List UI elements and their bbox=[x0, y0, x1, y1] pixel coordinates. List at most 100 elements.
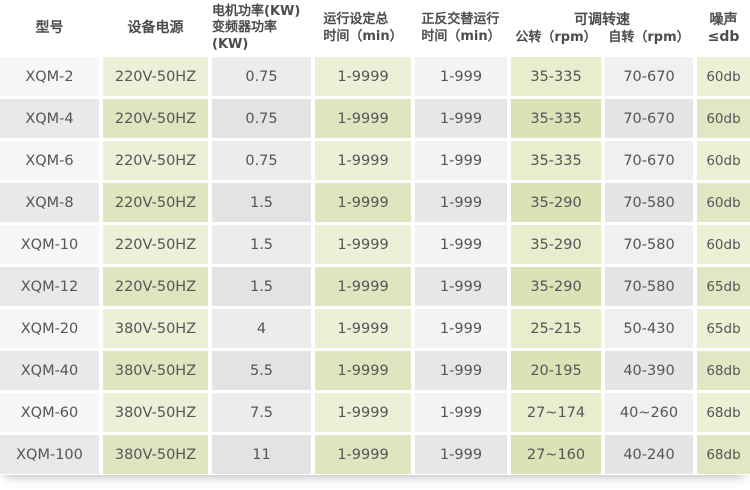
cell-rotation: 70-670 bbox=[605, 141, 693, 180]
cell-revolution: 35-290 bbox=[511, 267, 601, 306]
spec-table: 型号 设备电源 电机功率(KW) 变频器功率(KW) 运行设定总 时间（min）… bbox=[0, 0, 750, 475]
run-time-line1: 运行设定总 bbox=[323, 12, 389, 27]
cell-rotation: 40-240 bbox=[605, 435, 693, 474]
column-header-rotation: 自转（rpm） bbox=[608, 29, 690, 45]
cell-run-time: 1-9999 bbox=[315, 435, 411, 474]
cell-revolution: 35-290 bbox=[511, 225, 601, 264]
cell-motor-power: 1.5 bbox=[212, 267, 311, 306]
cell-noise: 68db bbox=[697, 435, 750, 474]
cell-rotation: 70-580 bbox=[605, 225, 693, 264]
motor-power-line2: 变频器功率(KW) bbox=[212, 20, 278, 52]
cell-revolution: 27~160 bbox=[511, 435, 601, 474]
cell-rotation: 40~260 bbox=[605, 393, 693, 432]
cell-noise: 60db bbox=[697, 141, 750, 180]
cell-noise: 60db bbox=[697, 225, 750, 264]
cell-model: XQM-4 bbox=[0, 99, 99, 138]
cell-power-supply: 380V-50HZ bbox=[103, 393, 208, 432]
table-body: XQM-2 220V-50HZ 0.75 1-9999 1-999 35-335… bbox=[0, 57, 750, 475]
table-row: XQM-100 380V-50HZ 11 1-9999 1-999 27~160… bbox=[0, 435, 750, 474]
column-header-run-time: 运行设定总 时间（min） bbox=[315, 0, 411, 57]
cell-power-supply: 380V-50HZ bbox=[103, 351, 208, 390]
column-header-power-supply: 设备电源 bbox=[103, 0, 208, 57]
cell-run-time: 1-9999 bbox=[315, 309, 411, 348]
cell-model: XQM-40 bbox=[0, 351, 99, 390]
cell-run-time: 1-9999 bbox=[315, 183, 411, 222]
cell-model: XQM-60 bbox=[0, 393, 99, 432]
table-header: 型号 设备电源 电机功率(KW) 变频器功率(KW) 运行设定总 时间（min）… bbox=[0, 0, 750, 57]
cell-power-supply: 220V-50HZ bbox=[103, 183, 208, 222]
table-row: XQM-40 380V-50HZ 5.5 1-9999 1-999 20-195… bbox=[0, 351, 750, 390]
column-header-motor-power: 电机功率(KW) 变频器功率(KW) bbox=[212, 0, 311, 57]
cell-alt-time: 1-999 bbox=[415, 351, 507, 390]
run-time-line2: 时间（min） bbox=[323, 28, 403, 44]
cell-noise: 60db bbox=[697, 183, 750, 222]
cell-model: XQM-20 bbox=[0, 309, 99, 348]
table-row: XQM-60 380V-50HZ 7.5 1-9999 1-999 27~174… bbox=[0, 393, 750, 432]
column-header-model: 型号 bbox=[0, 0, 99, 57]
cell-model: XQM-6 bbox=[0, 141, 99, 180]
alt-time-line1: 正反交替运行 bbox=[421, 12, 500, 27]
cell-rotation: 50-430 bbox=[605, 309, 693, 348]
cell-model: XQM-8 bbox=[0, 183, 99, 222]
cell-noise: 68db bbox=[697, 393, 750, 432]
cell-revolution: 35-335 bbox=[511, 99, 601, 138]
cell-alt-time: 1-999 bbox=[415, 99, 507, 138]
cell-motor-power: 0.75 bbox=[212, 57, 311, 96]
cell-alt-time: 1-999 bbox=[415, 267, 507, 306]
cell-power-supply: 380V-50HZ bbox=[103, 309, 208, 348]
cell-motor-power: 1.5 bbox=[212, 183, 311, 222]
cell-motor-power: 4 bbox=[212, 309, 311, 348]
cell-model: XQM-12 bbox=[0, 267, 99, 306]
cell-noise: 60db bbox=[697, 57, 750, 96]
cell-noise: 60db bbox=[697, 99, 750, 138]
cell-alt-time: 1-999 bbox=[415, 141, 507, 180]
cell-run-time: 1-9999 bbox=[315, 57, 411, 96]
table-row: XQM-10 220V-50HZ 1.5 1-9999 1-999 35-290… bbox=[0, 225, 750, 264]
table-row: XQM-8 220V-50HZ 1.5 1-9999 1-999 35-290 … bbox=[0, 183, 750, 222]
cell-revolution: 27~174 bbox=[511, 393, 601, 432]
cell-alt-time: 1-999 bbox=[415, 225, 507, 264]
cell-rotation: 70-580 bbox=[605, 183, 693, 222]
cell-revolution: 35-335 bbox=[511, 57, 601, 96]
motor-power-line1: 电机功率(KW) bbox=[212, 3, 301, 19]
cell-motor-power: 0.75 bbox=[212, 99, 311, 138]
speed-group-title: 可调转速 bbox=[574, 11, 630, 28]
cell-alt-time: 1-999 bbox=[415, 435, 507, 474]
column-header-model-label: 型号 bbox=[35, 20, 64, 36]
cell-rotation: 70-580 bbox=[605, 267, 693, 306]
cell-alt-time: 1-999 bbox=[415, 393, 507, 432]
cell-revolution: 35-290 bbox=[511, 183, 601, 222]
cell-motor-power: 5.5 bbox=[212, 351, 311, 390]
cell-motor-power: 7.5 bbox=[212, 393, 311, 432]
table-row: XQM-6 220V-50HZ 0.75 1-9999 1-999 35-335… bbox=[0, 141, 750, 180]
cell-run-time: 1-9999 bbox=[315, 99, 411, 138]
column-header-noise-label: 噪声≤db bbox=[707, 11, 740, 45]
table-row: XQM-4 220V-50HZ 0.75 1-9999 1-999 35-335… bbox=[0, 99, 750, 138]
cell-motor-power: 11 bbox=[212, 435, 311, 474]
cell-power-supply: 220V-50HZ bbox=[103, 225, 208, 264]
cell-noise: 65db bbox=[697, 309, 750, 348]
cell-noise: 68db bbox=[697, 351, 750, 390]
cell-alt-time: 1-999 bbox=[415, 309, 507, 348]
cell-alt-time: 1-999 bbox=[415, 183, 507, 222]
cell-revolution: 20-195 bbox=[511, 351, 601, 390]
cell-run-time: 1-9999 bbox=[315, 267, 411, 306]
column-header-noise: 噪声≤db bbox=[697, 0, 750, 57]
alt-time-line2: 时间（min） bbox=[421, 28, 501, 44]
cell-model: XQM-100 bbox=[0, 435, 99, 474]
cell-run-time: 1-9999 bbox=[315, 141, 411, 180]
column-header-speed-group: 可调转速 公转（rpm） 自转（rpm） bbox=[511, 0, 693, 57]
cell-run-time: 1-9999 bbox=[315, 351, 411, 390]
cell-power-supply: 220V-50HZ bbox=[103, 57, 208, 96]
cell-model: XQM-2 bbox=[0, 57, 99, 96]
column-header-alt-time: 正反交替运行 时间（min） bbox=[415, 0, 507, 57]
cell-noise: 65db bbox=[697, 267, 750, 306]
cell-run-time: 1-9999 bbox=[315, 225, 411, 264]
cell-model: XQM-10 bbox=[0, 225, 99, 264]
cell-revolution: 35-335 bbox=[511, 141, 601, 180]
cell-power-supply: 220V-50HZ bbox=[103, 141, 208, 180]
cell-revolution: 25-215 bbox=[511, 309, 601, 348]
cell-rotation: 40-390 bbox=[605, 351, 693, 390]
cell-power-supply: 220V-50HZ bbox=[103, 99, 208, 138]
cell-power-supply: 220V-50HZ bbox=[103, 267, 208, 306]
